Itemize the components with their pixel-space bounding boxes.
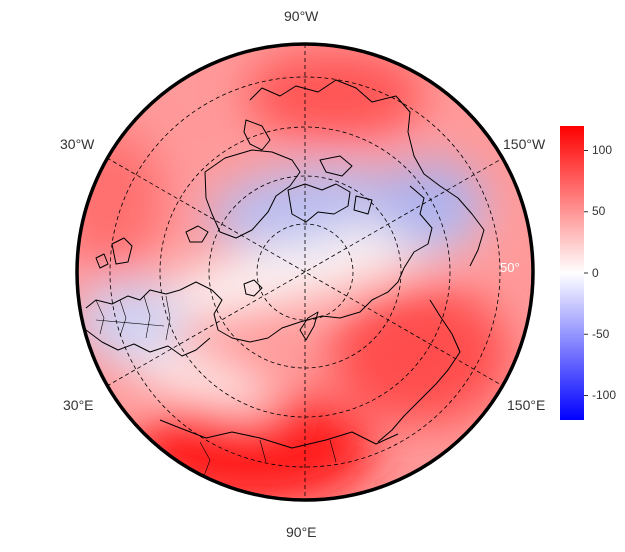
novaya-zemlya (299, 311, 319, 341)
colorbar-tick-label: 50 (592, 204, 606, 218)
neutral-band-center (115, 215, 485, 325)
north-america-coast (249, 79, 485, 267)
british-isles (95, 237, 133, 269)
colorbar-tick-label: -50 (592, 327, 610, 341)
iceland (185, 225, 209, 243)
alaska-coast (403, 185, 433, 269)
greenland-coast (204, 149, 301, 239)
border-line (95, 295, 171, 341)
scandinavia-coast (85, 281, 213, 309)
country-borders (95, 295, 337, 477)
lon-label-bottom-left: 30°E (63, 397, 94, 413)
meridian-line (106, 157, 504, 387)
europe-coast (85, 329, 211, 357)
hudson-bay (243, 119, 271, 151)
colorbar-tick-label: 100 (592, 143, 613, 157)
positive-anomaly-east (330, 285, 510, 425)
border-line (199, 439, 337, 477)
svalbard (243, 279, 263, 297)
latitude-circle (256, 223, 354, 321)
anomaly-field (77, 44, 533, 500)
lon-label-top-right: 150°W (503, 136, 546, 152)
colorbar-ticks (584, 150, 588, 396)
negative-anomaly-europe (77, 280, 185, 360)
negative-anomaly-arctic (206, 164, 394, 246)
lon-label-top-left: 30°W (60, 136, 95, 152)
colorbar-tick-label: 0 (592, 266, 599, 280)
graticule (106, 44, 504, 500)
lon-label-bottom-right: 150°E (507, 397, 546, 413)
lon-label-top: 90°W (284, 8, 319, 24)
canadian-archipelago (287, 155, 373, 223)
siberia-coast (211, 267, 405, 343)
asia-south-coast (159, 419, 399, 449)
negative-anomaly-pacific (375, 160, 485, 250)
eurasia-interior-coast (377, 299, 461, 443)
colorbar (560, 126, 584, 420)
lat-label: 50° (500, 260, 520, 275)
lon-label-bottom: 90°E (286, 524, 317, 540)
latitude-circle (109, 76, 501, 468)
colorbar-tick-label: -100 (592, 388, 617, 402)
positive-anomaly-north (245, 50, 425, 140)
map-frame (75, 42, 535, 502)
coastlines (85, 79, 485, 449)
meridian-line (106, 157, 504, 387)
